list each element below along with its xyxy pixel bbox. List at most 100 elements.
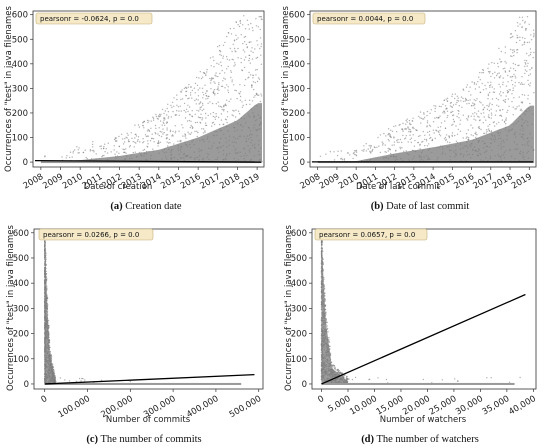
scatter-point [142,149,144,152]
scatter-point [255,18,257,20]
scatter-point [234,130,236,132]
scatter-point [382,144,384,146]
scatter-point [325,323,327,325]
scatter-point [49,366,51,369]
scatter-point [202,97,204,99]
scatter-point [412,134,414,136]
scatter-point [44,303,46,305]
scatter-point [244,41,246,43]
scatter-point [46,300,48,302]
scatter-point [484,142,486,144]
annotation-text-d: pearsonr = 0.0657, p = 0.0 [319,231,415,239]
scatter-point [389,135,391,137]
scatter-point [423,159,425,161]
y-axis-label-c: Occurrences of "test" in java filenames [6,224,16,390]
scatter-point [322,337,324,339]
scatter-point [320,354,323,356]
scatter-point [334,370,336,372]
scatter-point [321,241,324,243]
scatter-point [323,379,326,381]
scatter-point [243,147,245,149]
scatter-point [502,81,504,84]
scatter-point [128,146,131,148]
scatter-point [361,149,363,152]
scatter-point [45,316,47,318]
scatter-point [44,251,46,253]
scatter-point [140,152,142,154]
scatter-point [44,348,47,350]
scatter-point [180,151,182,153]
scatter-point [178,153,180,156]
scatter-point [479,79,481,81]
scatter-point [425,138,428,141]
scatter-point [151,133,153,135]
scatter-point [325,363,328,366]
scatter-point [145,135,148,138]
scatter-point [320,329,323,331]
scatter-point [500,159,502,161]
scatter-point [231,114,233,116]
scatter-point [511,128,514,130]
scatter-point [122,143,125,145]
scatter-point [197,156,199,159]
scatter-point [257,150,260,152]
scatter-point [236,129,239,131]
scatter-point [124,151,126,153]
scatter-point [499,129,501,131]
scatter-point [459,143,462,145]
scatter-point [399,148,402,150]
scatter-point [171,134,174,136]
scatter-point [152,119,155,121]
scatter-point [72,150,75,152]
scatter-point [422,130,424,133]
scatter-point [483,112,485,114]
scatter-point [132,151,134,154]
caption-a: (a) Creation date [110,201,181,212]
scatter-point [354,376,357,379]
scatter-point [474,88,477,90]
scatter-point [233,65,235,67]
scatter-point [251,86,253,88]
scatter-point [460,153,462,156]
scatter-point [127,139,130,141]
scatter-point [201,119,203,121]
scatter-point [321,269,323,271]
scatter-point [521,144,524,146]
scatter-point [321,339,323,341]
scatter-point [229,28,232,30]
scatter-point [516,52,518,54]
scatter-point [250,41,252,43]
scatter-point [202,128,205,130]
scatter-point [482,147,485,149]
scatter-point [439,129,441,132]
scatter-point [203,140,205,143]
scatter-point [503,145,505,148]
scatter-point [252,29,254,32]
scatter-point [387,150,389,152]
scatter-point [50,354,52,357]
scatter-point [518,105,520,107]
scatter-point [461,106,463,109]
scatter-point [254,147,256,149]
scatter-point [509,148,511,150]
scatter-point [468,153,470,156]
scatter-point [524,144,526,146]
scatter-point [134,137,136,139]
scatter-point [326,370,328,373]
scatter-point [515,77,517,79]
scatter-point [431,139,433,142]
scatter-point [491,149,493,152]
scatter-point [126,132,128,135]
scatter-point [50,368,52,370]
scatter-point [489,86,491,88]
scatter-point [441,151,444,153]
scatter-point [467,99,469,102]
scatter-point [254,81,256,84]
scatter-point [78,152,81,154]
scatter-point [320,368,323,370]
scatter-point [455,140,458,142]
scatter-point [444,127,447,129]
scatter-point [521,76,523,78]
scatter-point [426,122,429,124]
